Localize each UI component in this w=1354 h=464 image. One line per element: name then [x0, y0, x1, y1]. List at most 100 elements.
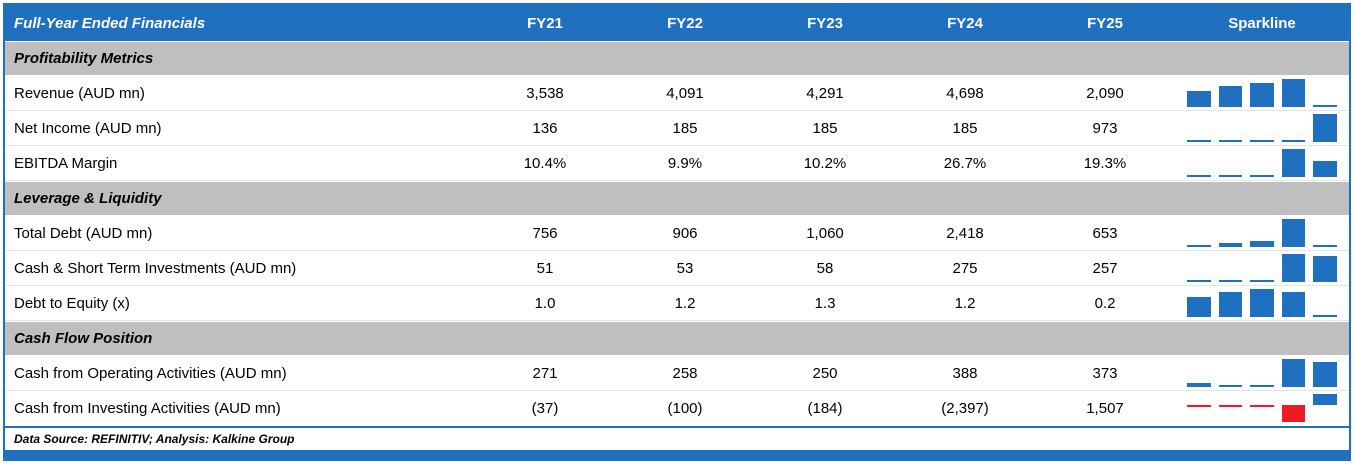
value-cell: 185 — [952, 119, 978, 137]
sparkline-slot — [1250, 219, 1274, 247]
sparkline-slot — [1187, 114, 1211, 142]
value-cell: 4,291 — [806, 84, 844, 102]
row-values: (37) (100) (184) (2,397) 1,507 — [475, 391, 1175, 426]
sparkline-cell — [1175, 146, 1349, 180]
table-row: Cash & Short Term Investments (AUD mn) 51… — [5, 251, 1349, 286]
value-cell: 257 — [1092, 259, 1118, 277]
sparkline-slot — [1250, 394, 1274, 423]
value-cell: 10.4% — [523, 154, 567, 172]
sparkline-slot — [1250, 79, 1274, 107]
row-label: Total Debt (AUD mn) — [14, 224, 153, 242]
sparkline-bar — [1250, 280, 1274, 282]
sparkline-bar — [1250, 140, 1274, 142]
sparkline-slot — [1281, 254, 1306, 282]
sparkline-bar — [1218, 280, 1243, 282]
column-header-fy22: FY22 — [667, 14, 703, 32]
sparkline-slot — [1313, 254, 1337, 282]
sparkline-bar — [1313, 105, 1337, 107]
value-cell: 185 — [672, 119, 698, 137]
sparkline-bar — [1187, 296, 1211, 317]
sparkline-slot — [1187, 394, 1211, 423]
sparkline-slot — [1187, 359, 1211, 387]
value-cell: 1.0 — [534, 294, 556, 312]
value-cell: 973 — [1092, 119, 1118, 137]
sparkline-bar — [1250, 385, 1274, 387]
sparkline-bar — [1187, 404, 1211, 407]
sparkline-bar — [1281, 291, 1306, 317]
sparkline-column-header: Sparkline — [1228, 14, 1296, 32]
sparkline-bar — [1313, 362, 1337, 387]
sparkline — [1187, 394, 1337, 423]
value-cell: 388 — [952, 364, 978, 382]
sparkline-bar — [1281, 219, 1306, 247]
table-header-row: Full-Year Ended Financials FY21 FY22 FY23 F… — [5, 5, 1349, 41]
sparkline-slot — [1281, 149, 1306, 177]
sparkline-slot — [1313, 289, 1337, 317]
sparkline-bar — [1218, 175, 1243, 177]
financials-table: Full-Year Ended Financials FY21 FY22 FY23 F… — [3, 3, 1351, 461]
value-cell: 271 — [532, 364, 558, 382]
sparkline-slot — [1250, 359, 1274, 387]
row-values: 51 53 58 275 257 — [475, 251, 1175, 285]
value-cell: 51 — [536, 259, 554, 277]
sparkline-bar — [1313, 245, 1337, 247]
sparkline-slot — [1281, 114, 1306, 142]
sparkline-slot — [1218, 149, 1243, 177]
sparkline-slot — [1250, 149, 1274, 177]
sparkline-bar — [1250, 240, 1274, 247]
section-header: Profitability Metrics — [5, 41, 1349, 76]
row-values: 10.4% 9.9% 10.2% 26.7% 19.3% — [475, 146, 1175, 180]
value-cell: 4,091 — [666, 84, 704, 102]
sparkline-slot — [1218, 394, 1243, 423]
sparkline-bar — [1313, 394, 1337, 405]
sparkline — [1187, 114, 1337, 142]
value-cell: 4,698 — [946, 84, 984, 102]
value-cell: 653 — [1092, 224, 1118, 242]
section-header: Cash Flow Position — [5, 321, 1349, 356]
sparkline — [1187, 149, 1337, 177]
sparkline-slot — [1313, 79, 1337, 107]
sparkline-bar — [1187, 245, 1211, 247]
sparkline-slot — [1218, 359, 1243, 387]
sparkline-slot — [1250, 254, 1274, 282]
sparkline-bar — [1313, 256, 1337, 282]
value-cell: 906 — [672, 224, 698, 242]
sparkline-bar — [1281, 140, 1306, 142]
sparkline-bar — [1187, 382, 1211, 387]
sparkline — [1187, 359, 1337, 387]
table-row: Revenue (AUD mn) 3,538 4,091 4,291 4,698 2,09… — [5, 76, 1349, 111]
footer-row: Data Source: REFINITIV; Analysis: Kalkin… — [5, 426, 1349, 450]
value-cell: 3,538 — [526, 84, 564, 102]
row-label: Net Income (AUD mn) — [14, 119, 162, 137]
sparkline-slot — [1187, 149, 1211, 177]
value-cell: 1.2 — [674, 294, 696, 312]
sparkline-slot — [1218, 219, 1243, 247]
sparkline-bar — [1281, 404, 1306, 422]
value-cell: 1.3 — [814, 294, 836, 312]
row-values: 3,538 4,091 4,291 4,698 2,090 — [475, 76, 1175, 110]
sparkline-bar — [1250, 404, 1274, 407]
sparkline — [1187, 254, 1337, 282]
sparkline-slot — [1281, 394, 1306, 423]
sparkline-slot — [1281, 79, 1306, 107]
sparkline-bar — [1187, 140, 1211, 142]
value-cell: 2,418 — [946, 224, 984, 242]
value-cell: 250 — [812, 364, 838, 382]
sparkline-bar — [1187, 280, 1211, 282]
sparkline-bar — [1187, 91, 1211, 107]
value-cell: 2,090 — [1086, 84, 1124, 102]
sparkline-slot — [1313, 359, 1337, 387]
year-column-headers: FY21 FY22 FY23 FY24 FY25 — [475, 5, 1175, 41]
sparkline-slot — [1281, 359, 1306, 387]
table-row: Cash from Operating Activities (AUD mn) 2… — [5, 356, 1349, 391]
value-cell: 756 — [532, 224, 558, 242]
table-row: EBITDA Margin 10.4% 9.9% 10.2% 26.7% 19.3% — [5, 146, 1349, 181]
sparkline-bar — [1218, 385, 1243, 387]
row-values: 1.0 1.2 1.3 1.2 0.2 — [475, 286, 1175, 320]
sparkline-slot — [1218, 254, 1243, 282]
value-cell: 1,507 — [1086, 400, 1124, 417]
value-cell: 9.9% — [667, 154, 703, 172]
value-cell: 373 — [1092, 364, 1118, 382]
sparkline-slot — [1313, 394, 1337, 423]
sparkline-slot — [1281, 219, 1306, 247]
